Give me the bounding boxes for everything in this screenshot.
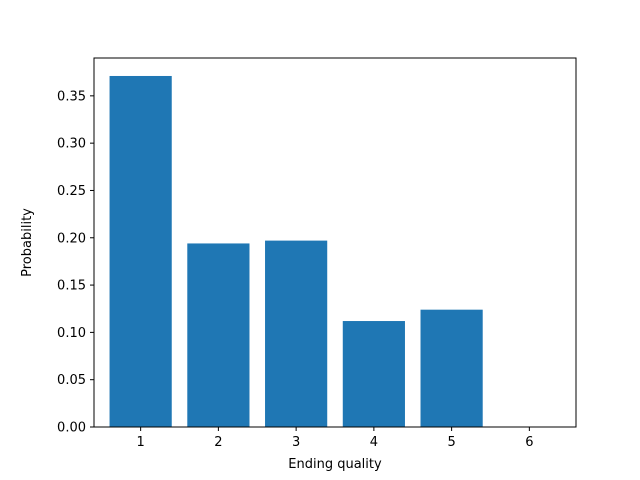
x-tick-label: 1 [137, 435, 145, 450]
bar-1 [109, 75, 172, 427]
y-axis-ticks: 0.00 0.05 0.10 0.15 0.20 0.25 0.30 0.35 [57, 89, 94, 436]
bar-3 [265, 240, 328, 427]
bar-2 [187, 243, 250, 427]
plot-frame [93, 57, 577, 428]
y-tick-label: 0.20 [57, 231, 86, 246]
y-tick-label: 0.30 [57, 137, 86, 152]
y-tick-label: 0.05 [57, 373, 86, 388]
x-tick-label: 6 [525, 435, 533, 450]
x-tick-label: 4 [370, 435, 378, 450]
bar-4 [342, 321, 405, 427]
bars-group [109, 75, 483, 427]
x-tick-label: 5 [447, 435, 455, 450]
x-tick-label: 2 [214, 435, 222, 450]
x-axis-ticks: 1 2 3 4 5 6 [137, 427, 533, 450]
y-tick-label: 0.25 [57, 184, 86, 199]
bar-5 [420, 309, 483, 427]
y-tick-label: 0.00 [57, 421, 86, 436]
y-tick-label: 0.35 [57, 89, 86, 104]
x-tick-label: 3 [292, 435, 300, 450]
y-axis-title: Probability [20, 208, 35, 277]
x-axis-title: Ending quality [288, 457, 382, 472]
y-tick-label: 0.10 [57, 326, 86, 341]
y-tick-label: 0.15 [57, 279, 86, 294]
